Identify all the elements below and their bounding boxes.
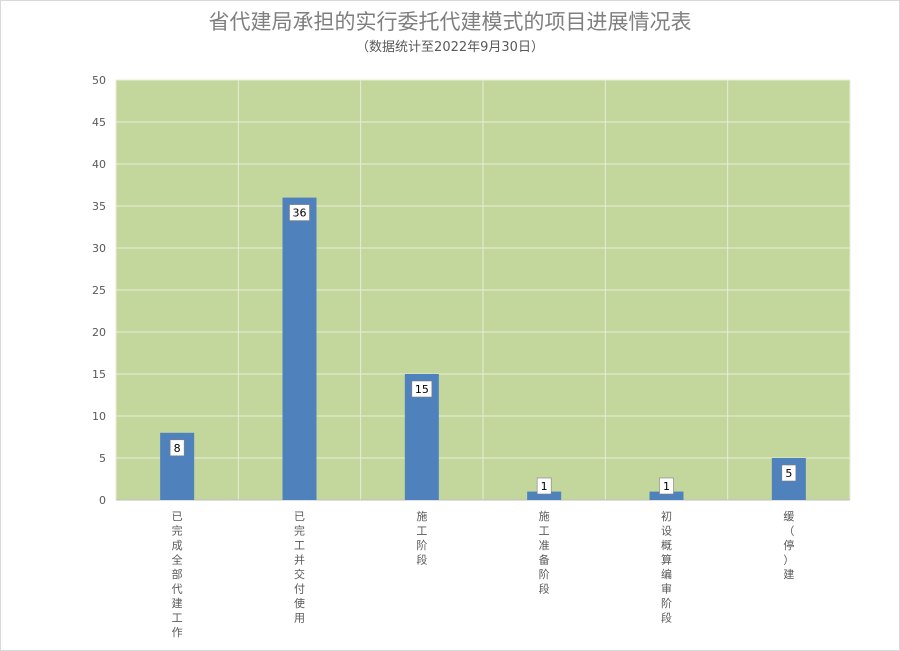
y-tick-label: 0 <box>99 494 106 507</box>
data-label-box <box>411 380 433 398</box>
data-label-box <box>169 439 185 457</box>
y-tick-label: 5 <box>99 452 106 465</box>
data-label-box <box>781 464 797 482</box>
y-tick-label: 20 <box>92 326 106 339</box>
x-tick-label: 施工阶段 <box>416 510 427 567</box>
data-label: 1 <box>663 480 670 493</box>
data-label: 8 <box>174 442 181 455</box>
chart-subtitle: （数据统计至2022年9月30日） <box>356 40 544 55</box>
data-label-box <box>289 204 310 221</box>
y-tick-label: 45 <box>92 116 106 129</box>
y-tick-label: 50 <box>92 74 106 87</box>
gridlines <box>115 79 851 501</box>
x-tick-label: 施工准备阶段 <box>539 510 550 596</box>
data-label: 5 <box>785 467 792 480</box>
y-axis: 0 5 10 15 20 25 30 35 40 45 50 <box>92 74 106 507</box>
x-tick-label: 已完成全部代建工作 <box>172 510 183 639</box>
bar <box>282 197 317 500</box>
bar <box>649 491 684 500</box>
y-tick-label: 25 <box>92 284 106 297</box>
chart-title: 省代建局承担的实行委托代建模式的项目进展情况表 <box>208 10 692 34</box>
y-tick-label: 40 <box>92 158 106 171</box>
bar <box>527 491 562 500</box>
x-tick-label: 已完工并交付使用 <box>294 510 305 625</box>
data-label: 1 <box>541 480 548 493</box>
y-tick-label: 10 <box>92 410 106 423</box>
x-axis: 已完成全部代建工作 已完工并交付使用 施工阶段 施工准备阶段 初设概算编审阶段 缓（停）建 <box>172 509 795 639</box>
y-tick-label: 30 <box>92 242 106 255</box>
y-tick-label: 35 <box>92 200 106 213</box>
data-label-box <box>536 477 552 495</box>
data-label: 15 <box>415 383 429 396</box>
x-tick-label: 初设概算编审阶段 <box>661 509 672 625</box>
data-label: 36 <box>293 207 307 220</box>
data-label-box <box>659 477 674 495</box>
x-tick-label: 缓（停）建 <box>783 510 794 581</box>
y-tick-label: 15 <box>92 368 106 381</box>
